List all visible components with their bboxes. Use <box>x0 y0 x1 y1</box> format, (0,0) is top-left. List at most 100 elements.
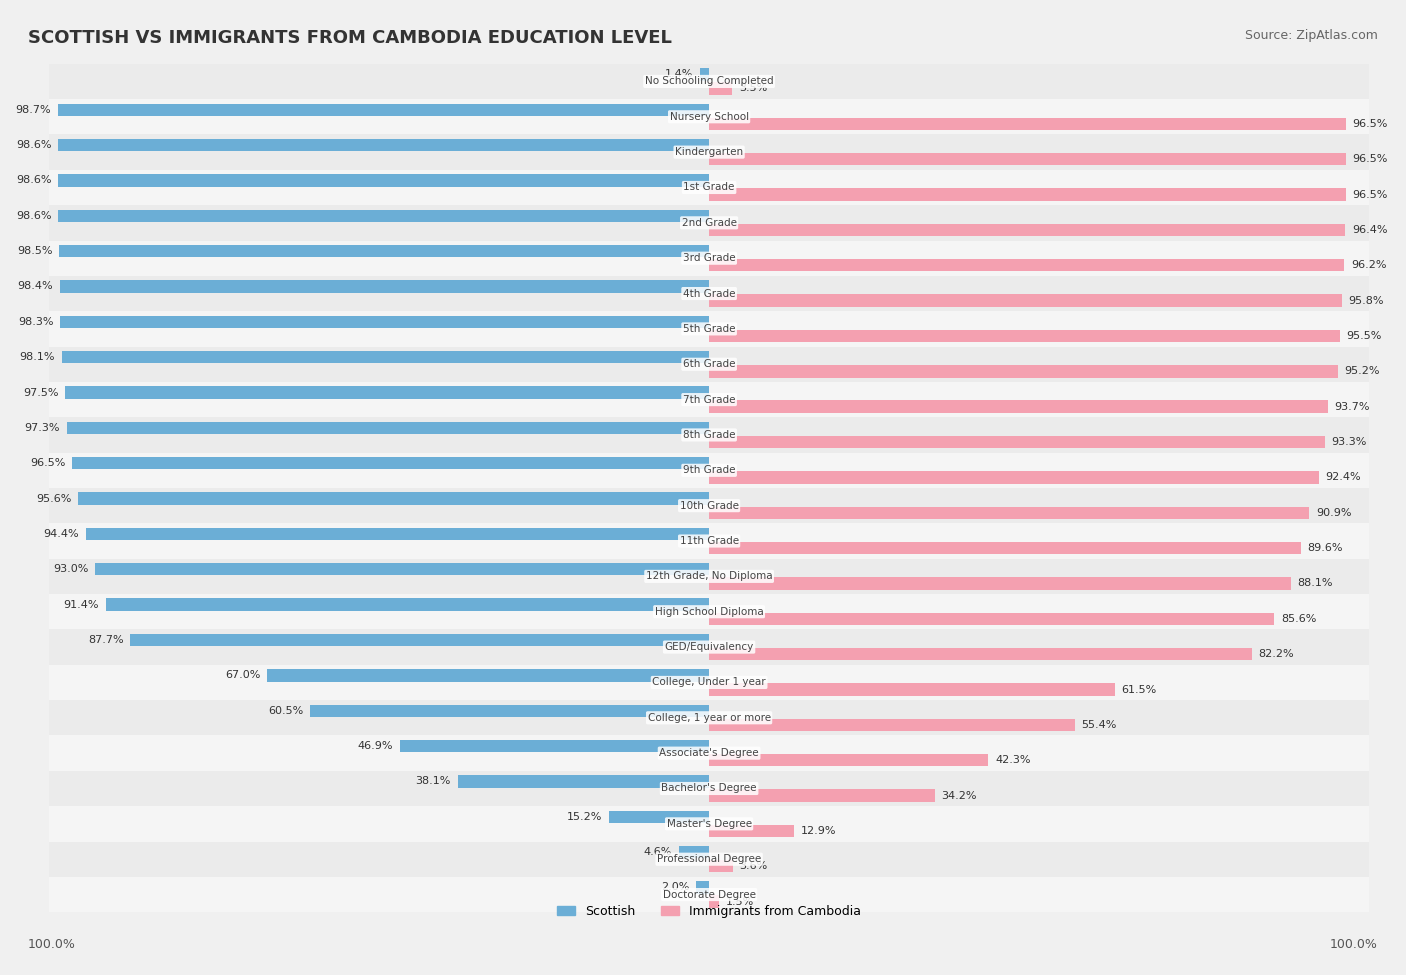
Text: Source: ZipAtlas.com: Source: ZipAtlas.com <box>1244 29 1378 42</box>
Text: 96.5%: 96.5% <box>30 458 66 468</box>
Text: Associate's Degree: Associate's Degree <box>659 748 759 759</box>
Text: 85.6%: 85.6% <box>1281 614 1316 624</box>
Legend: Scottish, Immigrants from Cambodia: Scottish, Immigrants from Cambodia <box>551 900 866 923</box>
Text: 1.4%: 1.4% <box>665 69 693 79</box>
Text: 6th Grade: 6th Grade <box>683 359 735 370</box>
Bar <box>709 577 1291 590</box>
Text: 60.5%: 60.5% <box>269 706 304 716</box>
Bar <box>86 527 709 540</box>
Bar <box>709 825 794 838</box>
Bar <box>49 594 1369 630</box>
Text: 2.0%: 2.0% <box>661 882 689 892</box>
Text: Nursery School: Nursery School <box>669 112 748 122</box>
Text: 88.1%: 88.1% <box>1298 578 1333 589</box>
Bar <box>49 346 1369 382</box>
Text: 95.2%: 95.2% <box>1344 367 1379 376</box>
Text: 96.5%: 96.5% <box>1353 154 1388 164</box>
Bar <box>709 683 1115 696</box>
Text: College, Under 1 year: College, Under 1 year <box>652 678 766 687</box>
Bar <box>49 205 1369 241</box>
Text: 1st Grade: 1st Grade <box>683 182 735 192</box>
Bar <box>60 316 709 328</box>
Bar <box>679 846 709 858</box>
Bar <box>709 401 1327 412</box>
Text: College, 1 year or more: College, 1 year or more <box>648 713 770 722</box>
Bar <box>709 259 1344 271</box>
Text: 90.9%: 90.9% <box>1316 508 1351 518</box>
Text: 9th Grade: 9th Grade <box>683 465 735 476</box>
Text: 2nd Grade: 2nd Grade <box>682 217 737 228</box>
Bar <box>709 366 1337 377</box>
Text: 98.6%: 98.6% <box>15 176 52 185</box>
Text: 96.5%: 96.5% <box>1353 119 1388 129</box>
Text: 92.4%: 92.4% <box>1326 472 1361 483</box>
Bar <box>49 630 1369 665</box>
Bar <box>709 790 935 801</box>
Bar <box>49 806 1369 841</box>
Text: 3.5%: 3.5% <box>738 84 768 94</box>
Text: Kindergarten: Kindergarten <box>675 147 744 157</box>
Bar <box>49 559 1369 594</box>
Text: Master's Degree: Master's Degree <box>666 819 752 829</box>
Bar <box>49 841 1369 877</box>
Text: No Schooling Completed: No Schooling Completed <box>645 76 773 87</box>
Bar <box>709 188 1346 201</box>
Bar <box>709 648 1251 660</box>
Bar <box>709 118 1346 130</box>
Bar <box>67 422 709 434</box>
Text: 15.2%: 15.2% <box>567 812 602 822</box>
Bar <box>49 311 1369 346</box>
Text: 5th Grade: 5th Grade <box>683 324 735 333</box>
Bar <box>700 68 709 81</box>
Bar <box>49 524 1369 559</box>
Bar <box>457 775 709 788</box>
Text: 89.6%: 89.6% <box>1308 543 1343 553</box>
Text: 12.9%: 12.9% <box>801 826 837 836</box>
Bar <box>96 564 709 575</box>
Bar <box>49 241 1369 276</box>
Bar <box>49 877 1369 913</box>
Bar <box>49 771 1369 806</box>
Bar <box>49 135 1369 170</box>
Bar <box>49 735 1369 771</box>
Text: 1.5%: 1.5% <box>725 897 754 907</box>
Bar <box>709 542 1301 554</box>
Bar <box>609 810 709 823</box>
Text: 34.2%: 34.2% <box>942 791 977 800</box>
Text: 93.3%: 93.3% <box>1331 437 1367 447</box>
Text: 12th Grade, No Diploma: 12th Grade, No Diploma <box>645 571 772 581</box>
Bar <box>49 417 1369 452</box>
Bar <box>709 860 733 873</box>
Text: 97.5%: 97.5% <box>24 387 59 398</box>
Text: 95.6%: 95.6% <box>37 493 72 504</box>
Text: 11th Grade: 11th Grade <box>679 536 738 546</box>
Text: 42.3%: 42.3% <box>995 756 1031 765</box>
Bar <box>49 700 1369 735</box>
Bar <box>59 245 709 257</box>
Bar <box>709 754 988 766</box>
Bar <box>399 740 709 753</box>
Text: 4th Grade: 4th Grade <box>683 289 735 298</box>
Bar <box>49 665 1369 700</box>
Bar <box>66 386 709 399</box>
Text: 55.4%: 55.4% <box>1081 720 1116 730</box>
Text: GED/Equivalency: GED/Equivalency <box>665 643 754 652</box>
Text: 7th Grade: 7th Grade <box>683 395 735 405</box>
Bar <box>49 452 1369 488</box>
Text: 3rd Grade: 3rd Grade <box>683 254 735 263</box>
Bar <box>62 351 709 364</box>
Bar <box>58 103 709 116</box>
Bar <box>709 223 1346 236</box>
Text: 97.3%: 97.3% <box>25 423 60 433</box>
Bar <box>696 881 709 894</box>
Text: 98.6%: 98.6% <box>15 211 52 220</box>
Bar <box>309 705 709 717</box>
Text: 61.5%: 61.5% <box>1122 684 1157 694</box>
Bar <box>58 175 709 186</box>
Text: 96.5%: 96.5% <box>1353 189 1388 200</box>
Bar <box>709 471 1319 484</box>
Text: 87.7%: 87.7% <box>89 635 124 645</box>
Text: 96.2%: 96.2% <box>1351 260 1386 270</box>
Text: 98.6%: 98.6% <box>15 140 52 150</box>
Bar <box>49 488 1369 524</box>
